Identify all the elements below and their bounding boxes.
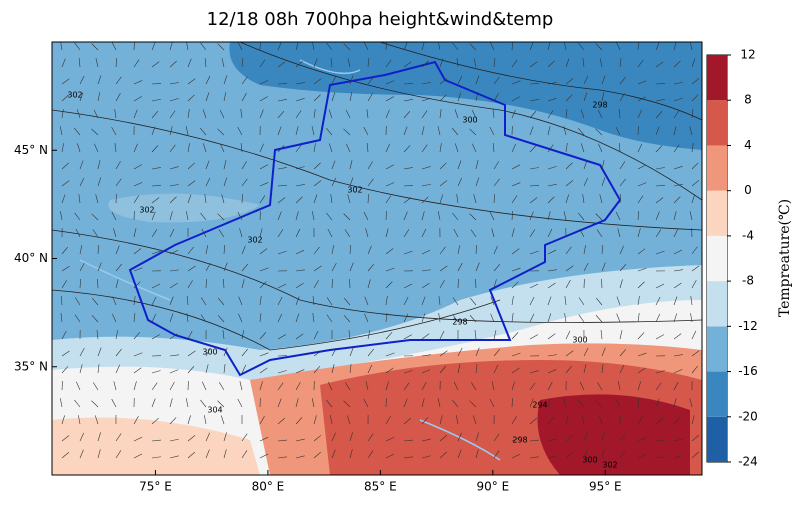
contour-label: 302 (247, 236, 262, 245)
colorbar-bin (707, 100, 727, 145)
x-tick-label: 85° E (364, 480, 397, 494)
colorbar-tick-label: -4 (742, 228, 754, 242)
contour-label: 300 (572, 336, 587, 345)
colorbar-tick-label: -16 (738, 364, 758, 378)
colorbar-tick-label: -12 (738, 319, 758, 333)
contour-label: 294 (532, 401, 547, 410)
y-tick-label: 40° N (14, 251, 48, 265)
y-tick-label: 45° N (14, 143, 48, 157)
x-tick-label: 95° E (589, 480, 622, 494)
colorbar-tick-label: 12 (740, 48, 755, 62)
colorbar-bin (707, 372, 727, 417)
colorbar-bin (707, 55, 727, 100)
colorbar-tick-label: 0 (744, 183, 752, 197)
colorbar-bin (707, 191, 727, 236)
contour-label: 302 (67, 91, 82, 100)
colorbar-tick-label: 8 (744, 93, 752, 107)
map-title: 12/18 08h 700hpa height&wind&temp (207, 9, 554, 30)
colorbar-tick-label: -8 (742, 274, 754, 288)
contour-label: 302 (139, 206, 154, 215)
contour-label: 298 (452, 318, 467, 327)
colorbar-bin (707, 281, 727, 326)
colorbar-bin (707, 326, 727, 371)
contour-label: 302 (347, 186, 362, 195)
x-tick-label: 90° E (476, 480, 509, 494)
colorbar-bin (707, 417, 727, 462)
x-tick-label: 80° E (252, 480, 285, 494)
y-tick-label: 35° N (14, 359, 48, 373)
x-tick-label: 75° E (139, 480, 172, 494)
colorbar-tick-label: -20 (738, 409, 758, 423)
colorbar-tick-label: -24 (738, 455, 758, 469)
colorbar-bin (707, 236, 727, 281)
contour-label: 298 (592, 101, 607, 110)
colorbar-label: Tempreature(℃) (777, 199, 793, 317)
colorbar-bin (707, 145, 727, 190)
contour-label: 304 (207, 406, 222, 415)
temperature-field: 3023023023023002983003002982942983003023… (52, 42, 702, 475)
contour-label: 302 (602, 461, 617, 470)
colorbar-tick-label: 4 (744, 138, 752, 152)
